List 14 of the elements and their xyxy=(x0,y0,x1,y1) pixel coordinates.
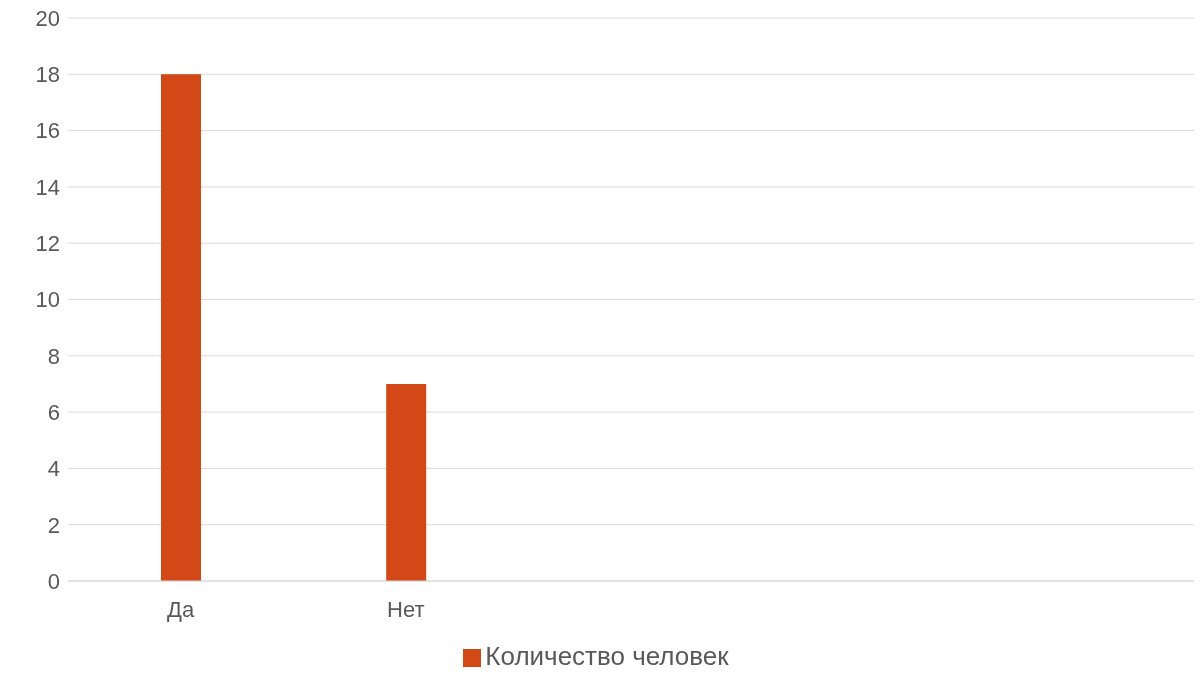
y-tick-label: 12 xyxy=(35,231,60,257)
y-tick-label: 8 xyxy=(47,343,60,369)
y-tick-label: 6 xyxy=(47,399,60,425)
x-tick-label: Да xyxy=(167,596,195,622)
legend-label: Количество человек xyxy=(485,641,729,671)
y-tick-label: 14 xyxy=(35,174,60,200)
y-tick-label: 20 xyxy=(35,5,60,31)
y-tick-label: 4 xyxy=(47,456,60,482)
y-tick-label: 18 xyxy=(35,62,60,88)
y-tick-label: 2 xyxy=(47,512,60,538)
y-tick-label: 16 xyxy=(35,118,60,144)
x-tick-label: Нет xyxy=(387,596,425,622)
y-tick-label: 10 xyxy=(35,287,60,313)
y-tick-label: 0 xyxy=(47,568,60,594)
